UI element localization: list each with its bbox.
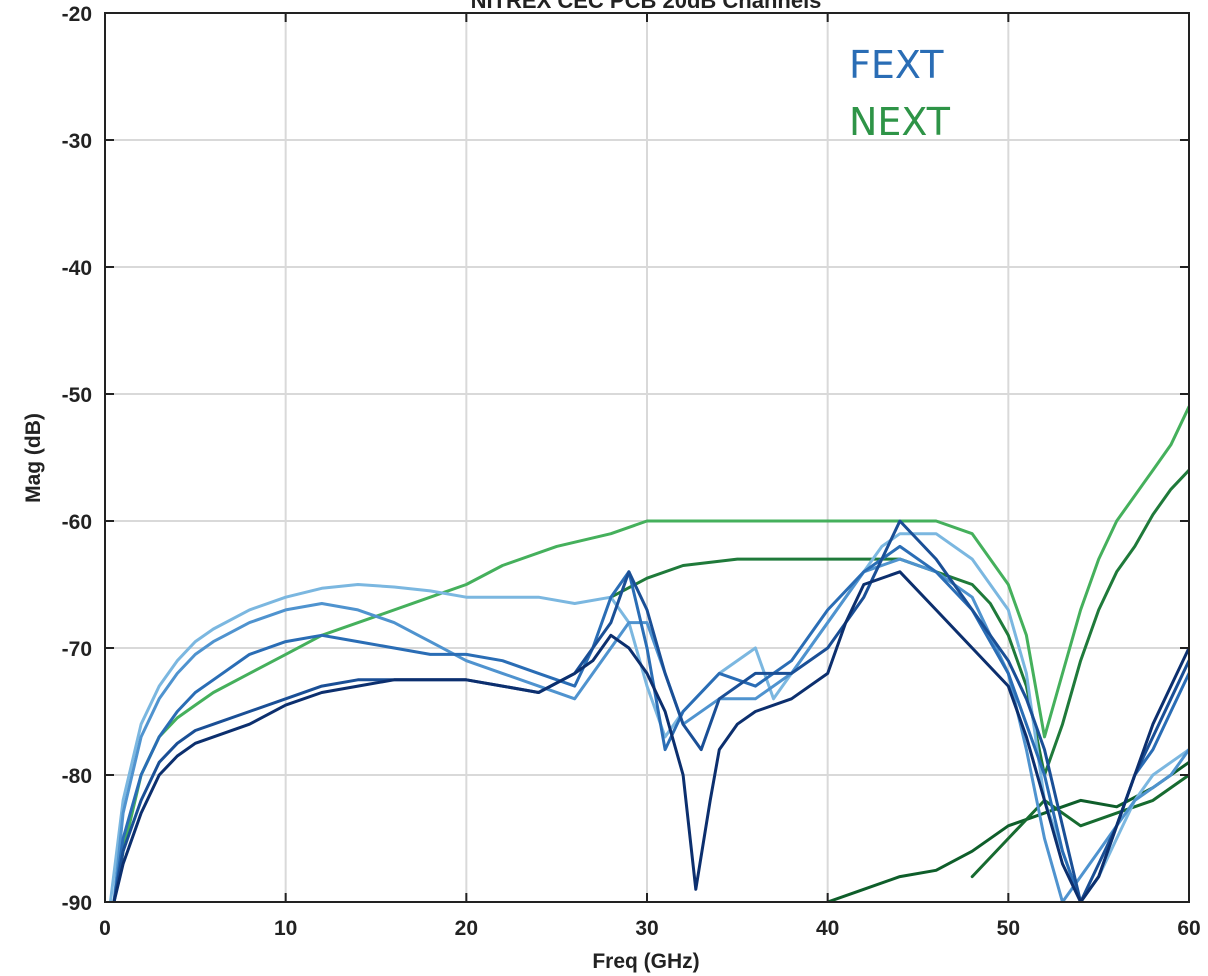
x-tick-labels: 0 10 20 30 40 50 60 [99,917,1201,940]
next-series-line-2 [609,468,1189,777]
tick-marks [104,12,1190,903]
y-tick-label: -40 [62,257,92,280]
y-tick-label: -50 [62,384,92,407]
chart-title: NITREX CEC PCB 20dB Channels [471,0,822,13]
x-tick-label: 30 [635,917,658,940]
y-tick-label: -60 [62,511,92,534]
next-series-line-1 [112,405,1189,902]
y-tick-labels: -20 -30 -40 -50 -60 -70 -80 -90 [62,3,92,915]
legend-label-next: NEXT [849,100,951,144]
legend: FEXT NEXT [849,43,951,144]
fext-series-line-9 [112,570,1189,902]
x-tick-label: 40 [816,917,839,940]
fext-series-line-5 [108,532,1189,902]
grid [105,13,1189,902]
y-tick-label: -30 [62,130,92,153]
x-tick-label: 20 [455,917,478,940]
fext-series-line-7 [112,544,1189,902]
y-tick-label: -20 [62,3,92,26]
y-tick-label: -80 [62,765,92,788]
y-tick-label: -70 [62,638,92,661]
next-series-line-3 [826,760,1189,902]
y-axis-label: Mag (dB) [22,413,45,503]
x-tick-label: 10 [274,917,297,940]
x-axis-label: Freq (GHz) [592,950,699,973]
series-lines [108,405,1189,902]
fext-series-line-8 [112,519,1189,902]
y-tick-label: -90 [62,892,92,915]
legend-label-fext: FEXT [849,43,944,87]
x-tick-label: 0 [99,917,111,940]
x-tick-label: 60 [1177,917,1200,940]
next-series-line-4 [970,773,1189,879]
plot-area [108,405,1189,902]
x-tick-label: 50 [997,917,1020,940]
